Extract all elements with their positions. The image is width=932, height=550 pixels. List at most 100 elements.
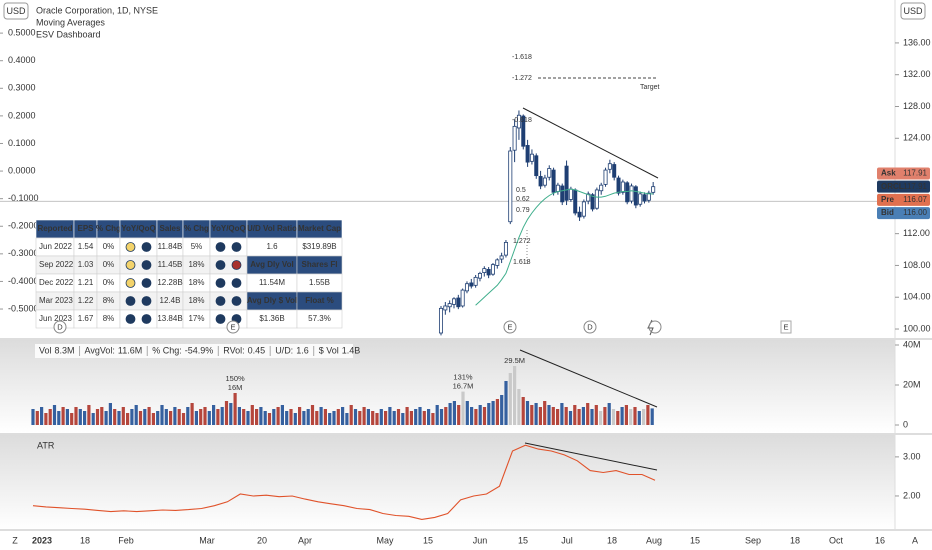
table-cell — [119, 255, 158, 275]
x-tick-label: 15 — [690, 535, 700, 545]
volume-bar — [521, 397, 525, 425]
x-tick-label: Sep — [745, 535, 761, 545]
currency-label[interactable]: USD — [6, 6, 26, 16]
volume-bar — [525, 401, 530, 425]
event-label[interactable]: E — [230, 322, 235, 331]
volume-pct-label: 150% — [226, 374, 246, 383]
event-badge[interactable] — [780, 320, 792, 334]
volume-bar — [538, 407, 542, 425]
legend-label: RVol: — [223, 345, 244, 355]
candle-body — [451, 298, 456, 305]
volume-label: 16M — [228, 383, 243, 392]
volume-bar — [603, 407, 607, 425]
y-tick-label: 104.00 — [903, 292, 931, 302]
status-dot — [125, 260, 136, 270]
table-text: $319.89B — [302, 242, 336, 251]
table-cell — [209, 273, 248, 293]
trend-line — [522, 107, 659, 179]
x-tick-label: May — [376, 535, 394, 545]
legend-value: 8.3M — [55, 345, 75, 355]
fib-label: 0.62 — [516, 196, 530, 203]
volume-bar — [70, 413, 74, 425]
volume-bar — [259, 407, 263, 425]
volume-bar — [237, 407, 241, 425]
volume-bar — [461, 391, 465, 425]
volume-bar — [444, 407, 448, 425]
candle-body — [490, 264, 495, 275]
event-badge[interactable] — [583, 320, 597, 334]
volume-bar — [534, 403, 538, 425]
table-header: YoY/QoQ — [211, 224, 246, 233]
volume-bar — [556, 409, 560, 425]
volume-bar — [181, 413, 186, 425]
volume-bar — [599, 411, 603, 425]
event-badge[interactable] — [648, 320, 662, 334]
volume-bar — [513, 366, 517, 425]
event-label[interactable]: E — [507, 322, 512, 331]
volume-bar — [530, 405, 534, 425]
volume-bar — [431, 413, 435, 425]
status-dot — [215, 314, 226, 324]
event-badge[interactable] — [503, 320, 517, 334]
table-text: 18% — [188, 278, 204, 287]
volume-bar — [156, 411, 160, 425]
volume-bar — [177, 409, 181, 425]
price-tag-value: 117.91 — [903, 182, 927, 191]
volume-bar — [83, 411, 87, 425]
volume-bar — [577, 409, 581, 425]
table-cell — [296, 309, 343, 329]
volume-bar — [504, 381, 508, 425]
legend-box — [35, 344, 353, 358]
currency-button[interactable] — [900, 2, 926, 20]
volume-bar — [255, 409, 259, 425]
y-tick-label: 132.00 — [903, 69, 931, 79]
table-header: EPS — [77, 224, 94, 233]
volume-bar — [401, 413, 405, 425]
volume-bar — [272, 409, 276, 425]
event-label[interactable]: D — [57, 322, 63, 331]
candle-body — [547, 168, 552, 178]
volume-pct-label: 131% — [453, 373, 473, 382]
event-badge[interactable] — [226, 320, 240, 334]
fib-label: 0.5 — [516, 187, 526, 194]
currency-label[interactable]: USD — [903, 6, 923, 16]
candle-body — [495, 259, 500, 266]
candle-body — [638, 193, 643, 205]
table-cell — [119, 273, 158, 293]
legend-value: 1.6 — [296, 345, 309, 355]
y2-tick-label: 0.5000 — [8, 27, 36, 37]
volume-bar — [409, 411, 413, 425]
event-label[interactable]: E — [783, 322, 788, 331]
volume-bar — [100, 407, 104, 425]
volume-bar — [151, 413, 155, 425]
volume-bar — [108, 403, 112, 425]
axis-button[interactable]: A — [912, 535, 918, 545]
currency-button[interactable] — [3, 2, 29, 20]
volume-bar — [323, 409, 327, 425]
table-text: 11.84B — [158, 242, 183, 251]
volume-bar — [547, 405, 551, 425]
x-tick-label: 18 — [80, 535, 90, 545]
moving-average — [475, 188, 654, 306]
axis-button[interactable]: Z — [12, 535, 18, 545]
fib-label: 1.272 — [513, 238, 531, 245]
volume-bar — [620, 407, 624, 425]
table-text: Mar 2023 — [39, 296, 73, 305]
legend-label: U/D: — [275, 345, 293, 355]
table-cell — [209, 255, 248, 275]
volume-bar — [336, 409, 340, 425]
candle-body — [551, 169, 556, 193]
volume-bar — [452, 401, 456, 425]
status-dot — [231, 296, 242, 306]
fib-label: 1.618 — [513, 259, 531, 266]
y-tick-label: 128.00 — [903, 101, 931, 111]
event-label[interactable]: D — [587, 322, 593, 331]
candle-body — [633, 186, 638, 206]
candle-body — [438, 307, 443, 334]
event-badge[interactable] — [53, 320, 67, 334]
status-dot — [125, 278, 136, 288]
volume-bar — [495, 399, 499, 425]
candle-body — [460, 289, 465, 307]
